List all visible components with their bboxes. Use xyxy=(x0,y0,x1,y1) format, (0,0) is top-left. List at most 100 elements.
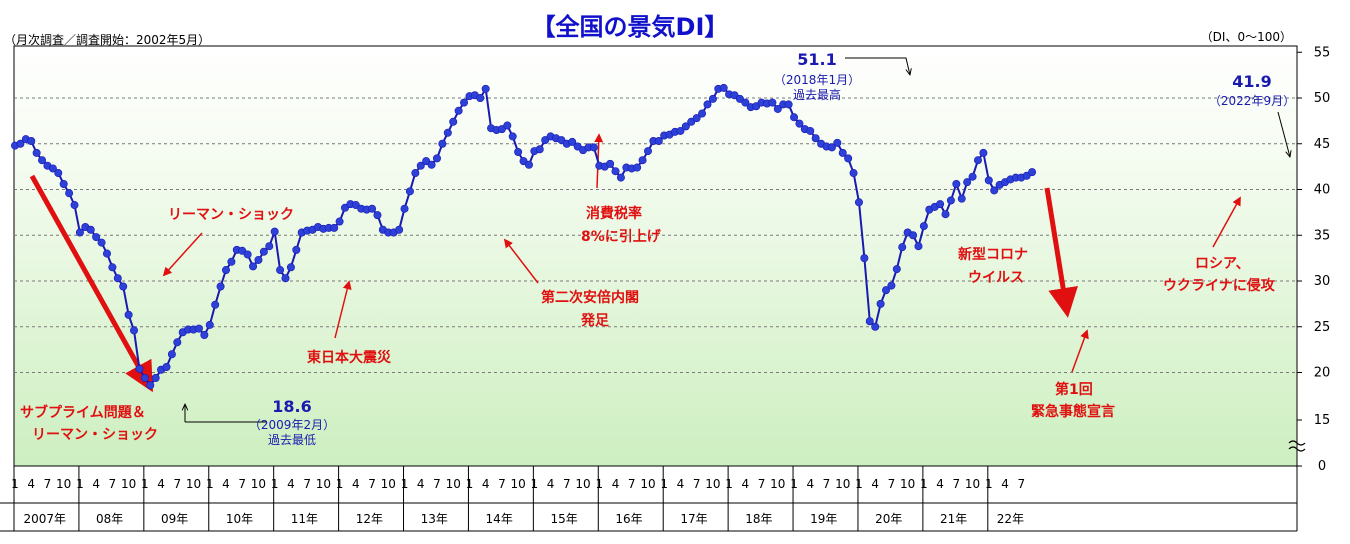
month-tick-label: 4 xyxy=(482,477,490,491)
data-point xyxy=(654,137,663,146)
month-tick-label: 7 xyxy=(368,477,376,491)
data-point xyxy=(508,132,517,141)
data-point xyxy=(438,139,447,148)
month-tick-label: 4 xyxy=(806,477,814,491)
month-tick-label: 1 xyxy=(790,477,798,491)
high-sub-1: （2018年1月） xyxy=(774,73,860,87)
data-point xyxy=(952,180,961,189)
month-tick-label: 10 xyxy=(316,477,331,491)
data-point xyxy=(811,134,820,143)
unit-note: （DI、0〜100） xyxy=(1201,30,1292,44)
year-label: 15年 xyxy=(550,512,577,526)
data-point xyxy=(973,156,982,165)
data-point xyxy=(827,143,836,152)
data-point xyxy=(919,222,928,231)
latest-value: 41.9 xyxy=(1232,72,1271,91)
data-point xyxy=(633,163,642,172)
data-point xyxy=(405,187,414,196)
data-point xyxy=(194,324,203,333)
data-point xyxy=(481,84,490,93)
y-tick-label: 30 xyxy=(1314,274,1331,289)
data-point xyxy=(59,180,68,189)
data-point xyxy=(162,363,171,372)
series-line xyxy=(11,83,1037,390)
data-point xyxy=(92,233,101,242)
month-tick-label: 7 xyxy=(563,477,571,491)
data-point xyxy=(768,98,777,107)
month-tick-label: 7 xyxy=(238,477,246,491)
data-point xyxy=(784,100,793,109)
data-point xyxy=(292,245,301,254)
russia-arrow xyxy=(1212,196,1241,248)
data-point xyxy=(838,148,847,157)
data-point xyxy=(963,178,972,187)
grid xyxy=(14,97,1297,373)
month-tick-label: 7 xyxy=(109,477,117,491)
month-tick-label: 4 xyxy=(871,477,879,491)
month-tick-label: 4 xyxy=(936,477,944,491)
lehman-label: リーマン・ショック xyxy=(168,207,294,223)
month-tick-label: 4 xyxy=(1001,477,1009,491)
data-point xyxy=(286,263,295,272)
year-label: 08年 xyxy=(96,512,123,526)
earthquake-label: 東日本大震災 xyxy=(307,349,392,366)
data-point xyxy=(113,274,122,283)
data-point xyxy=(643,147,652,156)
data-point xyxy=(860,254,869,263)
chart-title: 【全国の景気DI】 xyxy=(532,13,729,41)
data-point xyxy=(443,128,452,137)
month-tick-label: 1 xyxy=(855,477,863,491)
low-sub-1: （2009年2月） xyxy=(249,418,335,432)
data-point xyxy=(48,164,57,173)
data-point xyxy=(249,262,258,271)
year-label: 2007年 xyxy=(23,512,66,526)
data-point xyxy=(957,194,966,203)
lehman-arrow xyxy=(162,232,203,277)
month-tick-label: 7 xyxy=(823,477,831,491)
month-tick-label: 4 xyxy=(742,477,750,491)
y-axis: 0 15 20 25 30 35 40 45 50 55 xyxy=(1288,45,1331,474)
data-point xyxy=(524,160,533,169)
data-point xyxy=(135,364,144,373)
data-point xyxy=(535,145,544,154)
month-tick-label: 7 xyxy=(173,477,181,491)
data-point xyxy=(146,381,155,390)
tax-label-2: 8%に引上げ xyxy=(581,229,662,245)
low-value: 18.6 xyxy=(272,397,311,416)
y-tick-label: 50 xyxy=(1314,91,1331,106)
data-point xyxy=(27,137,36,146)
data-point xyxy=(108,263,117,272)
month-tick-label: 1 xyxy=(141,477,149,491)
data-point xyxy=(865,317,874,326)
data-point xyxy=(270,227,279,236)
year-label: 12年 xyxy=(356,512,383,526)
data-point xyxy=(16,139,25,148)
data-point xyxy=(65,189,74,198)
data-point xyxy=(227,257,236,266)
data-point xyxy=(86,225,95,234)
data-point xyxy=(102,249,111,258)
data-point xyxy=(281,274,290,283)
y-tick-label: 35 xyxy=(1314,228,1331,243)
data-point xyxy=(221,266,230,275)
plot-area xyxy=(13,45,1298,467)
data-point xyxy=(167,350,176,359)
data-point xyxy=(909,231,918,240)
data-point xyxy=(681,122,690,131)
year-label: 16年 xyxy=(615,512,642,526)
year-label: 19年 xyxy=(810,512,837,526)
data-point xyxy=(790,113,799,122)
month-tick-label: 7 xyxy=(758,477,766,491)
y-tick-label: 0 xyxy=(1318,459,1326,474)
data-point xyxy=(708,94,717,103)
month-tick-label: 4 xyxy=(157,477,165,491)
data-point xyxy=(119,282,128,291)
month-tick-label: 4 xyxy=(612,477,620,491)
month-tick-label: 10 xyxy=(251,477,266,491)
data-point xyxy=(876,299,885,308)
survey-note: （月次調査／調査開始：2002年5月） xyxy=(4,33,210,47)
data-point xyxy=(871,322,880,331)
data-point xyxy=(395,225,404,234)
data-point xyxy=(140,373,149,382)
data-point xyxy=(75,228,84,237)
